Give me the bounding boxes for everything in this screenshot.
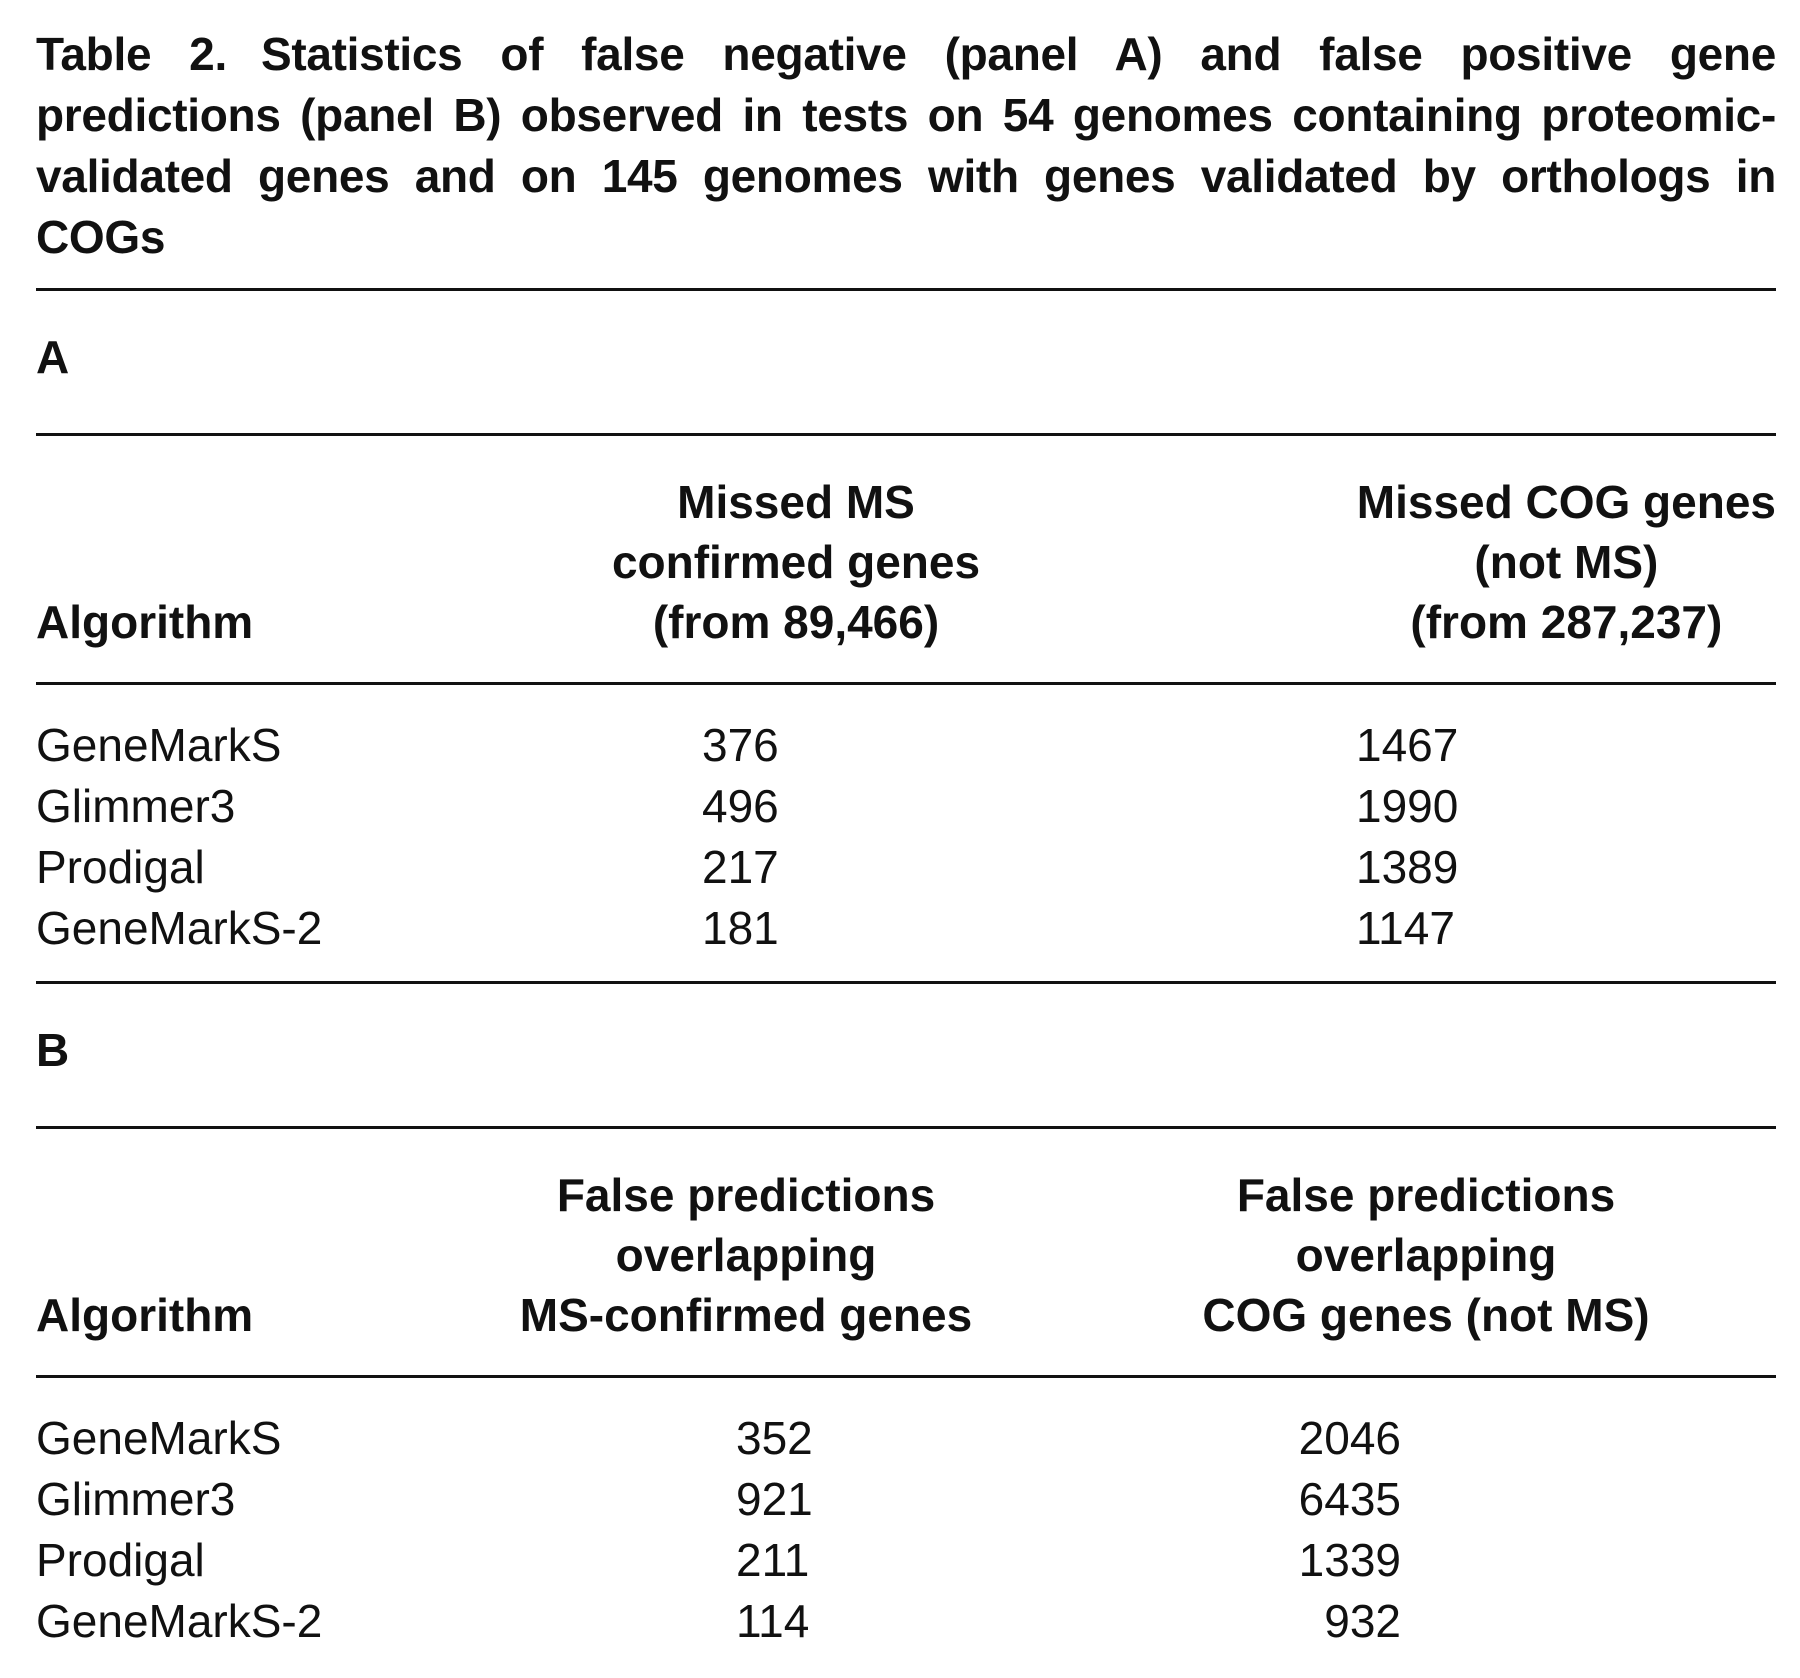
algorithm-cell: GeneMarkS-2	[36, 1595, 323, 1647]
algorithm-cell: Glimmer3	[36, 1473, 236, 1525]
missed-ms-cell: 217	[702, 841, 779, 893]
panel-b-table: Algorithm False predictions overlapping …	[36, 1129, 1776, 1375]
panel-b-header-row: Algorithm False predictions overlapping …	[36, 1129, 1776, 1375]
false-cog-cell: 932	[1324, 1595, 1401, 1647]
panel-a-header-bottom-rule	[36, 682, 1776, 685]
header-line: MS-confirmed genes	[519, 1289, 973, 1341]
table-row: GeneMarkS 376 1467	[36, 715, 1776, 776]
table-caption: Table 2. Statistics of false negative (pa…	[36, 24, 1776, 268]
false-ms-cell: 211	[736, 1534, 810, 1586]
algorithm-cell: GeneMarkS-2	[36, 902, 323, 954]
table-row: Prodigal 211 1339	[36, 1530, 1776, 1591]
false-ms-cell: 352	[736, 1412, 813, 1464]
panel-a-header-row: Algorithm Missed MS confirmed genes (fro…	[36, 436, 1776, 682]
missed-cog-cell: 1147	[1356, 902, 1455, 954]
panel-a-header-missed-cog: Missed COG genes (not MS) (from 287,237)	[1016, 436, 1776, 682]
missed-ms-cell: 496	[702, 780, 779, 832]
panel-b-header-algorithm: Algorithm	[36, 1289, 254, 1341]
panel-a-body: GeneMarkS 376 1467 Glimmer3 496 1990 Pro…	[36, 715, 1776, 959]
panel-b-header-bottom-rule	[36, 1375, 1776, 1378]
panel-a-table: Algorithm Missed MS confirmed genes (fro…	[36, 436, 1776, 682]
panel-a-header-algorithm: Algorithm	[36, 596, 254, 648]
algorithm-cell: Prodigal	[36, 1534, 205, 1586]
panel-b-body: GeneMarkS 352 2046 Glimmer3 921 6435 Pro…	[36, 1408, 1776, 1652]
header-line: (from 287,237)	[1410, 596, 1723, 648]
algorithm-cell: GeneMarkS	[36, 1412, 282, 1464]
header-line: COG genes (not MS)	[1202, 1289, 1650, 1341]
table-label: Table 2.	[36, 28, 227, 80]
header-line: overlapping	[615, 1229, 877, 1281]
missed-ms-cell: 181	[702, 902, 779, 954]
panel-b-header-false-ms: False predictions overlapping MS-confirm…	[496, 1129, 1096, 1375]
header-line: (not MS)	[1474, 536, 1659, 588]
missed-cog-cell: 1389	[1356, 841, 1459, 893]
panel-a-letter: A	[36, 331, 70, 383]
top-rule	[36, 288, 1776, 291]
missed-cog-cell: 1990	[1356, 780, 1459, 832]
table-row: GeneMarkS-2 114 932	[36, 1591, 1776, 1652]
algorithm-cell: Glimmer3	[36, 780, 236, 832]
header-line: False predictions	[556, 1169, 936, 1221]
header-line: Missed MS	[677, 476, 915, 528]
panel-b-header-top-rule	[36, 1126, 1776, 1129]
panel-a-header-missed-ms: Missed MS confirmed genes (from 89,466)	[496, 436, 1016, 682]
missed-cog-cell: 1467	[1356, 719, 1459, 771]
header-line: (from 89,466)	[652, 596, 940, 648]
panel-separator-rule	[36, 981, 1776, 984]
table-row: Prodigal 217 1389	[36, 837, 1776, 898]
missed-ms-cell: 376	[702, 719, 779, 771]
false-cog-cell: 6435	[1298, 1473, 1401, 1525]
algorithm-cell: Prodigal	[36, 841, 205, 893]
panel-b-letter: B	[36, 1024, 70, 1076]
false-ms-cell: 921	[736, 1473, 813, 1525]
table-figure: Table 2. Statistics of false negative (pa…	[36, 24, 1776, 1652]
false-ms-cell: 114	[736, 1595, 810, 1647]
table-row: GeneMarkS 352 2046	[36, 1408, 1776, 1469]
table-row: GeneMarkS-2 181 1147	[36, 898, 1776, 959]
header-line: Missed COG genes	[1356, 476, 1776, 528]
caption-text: Statistics of false negative (panel A) a…	[36, 28, 1776, 263]
header-line: False predictions	[1236, 1169, 1616, 1221]
table-row: Glimmer3 496 1990	[36, 776, 1776, 837]
false-cog-cell: 1339	[1298, 1534, 1401, 1586]
header-line: confirmed genes	[611, 536, 981, 588]
panel-a-header-top-rule	[36, 433, 1776, 436]
panel-b-header-false-cog: False predictions overlapping COG genes …	[1096, 1129, 1776, 1375]
false-cog-cell: 2046	[1298, 1412, 1401, 1464]
algorithm-cell: GeneMarkS	[36, 719, 282, 771]
header-line: overlapping	[1295, 1229, 1557, 1281]
table-row: Glimmer3 921 6435	[36, 1469, 1776, 1530]
